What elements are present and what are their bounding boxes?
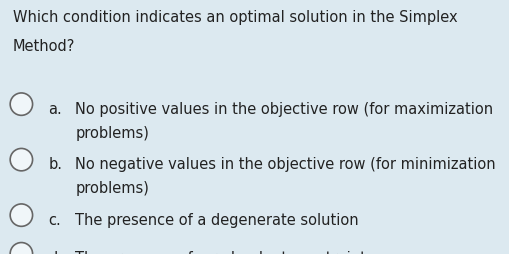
Text: b.: b. bbox=[48, 157, 63, 172]
Text: Which condition indicates an optimal solution in the Simplex: Which condition indicates an optimal sol… bbox=[13, 10, 458, 25]
Ellipse shape bbox=[10, 148, 33, 171]
Text: d.: d. bbox=[48, 251, 63, 254]
Ellipse shape bbox=[10, 204, 33, 226]
Text: No positive values in the objective row (for maximization: No positive values in the objective row … bbox=[75, 102, 493, 117]
Text: a.: a. bbox=[48, 102, 62, 117]
Text: The presence of a degenerate solution: The presence of a degenerate solution bbox=[75, 213, 359, 228]
Text: problems): problems) bbox=[75, 181, 149, 196]
Ellipse shape bbox=[10, 243, 33, 254]
Text: Method?: Method? bbox=[13, 39, 75, 54]
Text: The presence of a redundant constraint: The presence of a redundant constraint bbox=[75, 251, 366, 254]
Text: No negative values in the objective row (for minimization: No negative values in the objective row … bbox=[75, 157, 496, 172]
Text: c.: c. bbox=[48, 213, 61, 228]
Text: problems): problems) bbox=[75, 126, 149, 141]
Ellipse shape bbox=[10, 93, 33, 115]
